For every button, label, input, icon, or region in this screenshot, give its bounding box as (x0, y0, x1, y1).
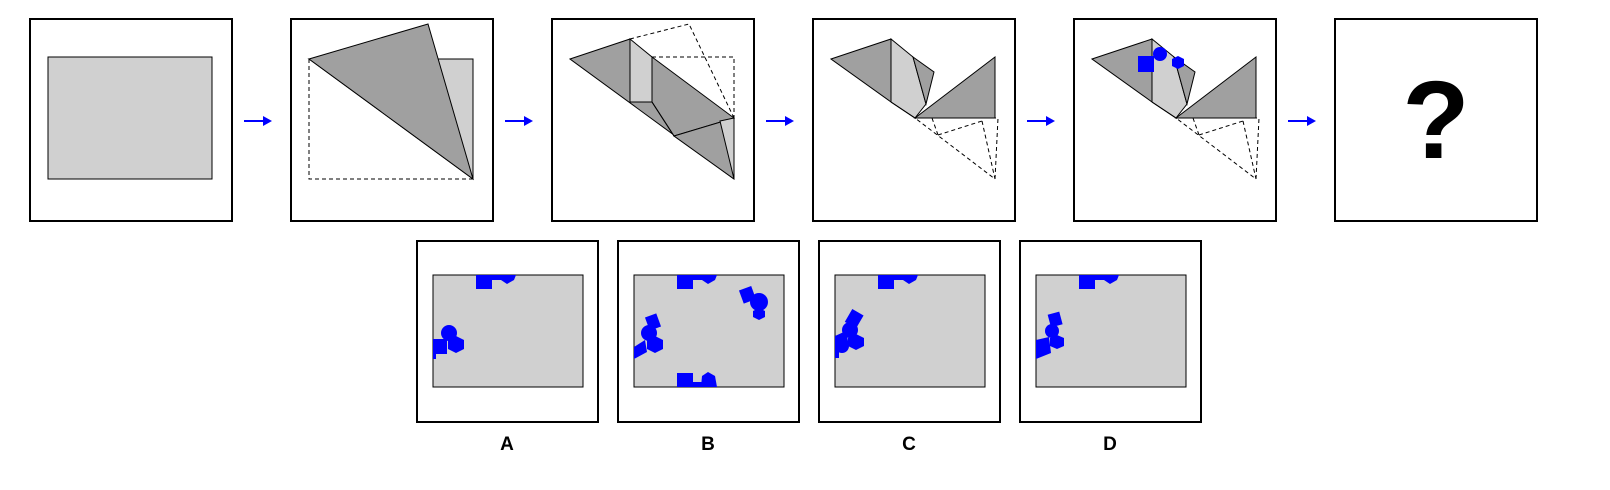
folded-flap (307, 23, 474, 181)
punched-holes (433, 275, 516, 359)
option-d-unfolded-diagram (1035, 274, 1187, 388)
arrow-icon (505, 116, 533, 126)
option-a-panel[interactable] (416, 240, 599, 423)
folded-layer (719, 117, 735, 180)
fold-outline-dashed (652, 56, 735, 118)
paper-sheet (47, 56, 213, 180)
option-b-panel[interactable] (617, 240, 800, 423)
fold-outline-dashed (308, 59, 473, 180)
step-5-punch-diagram (1090, 37, 1260, 180)
paper-sheet (834, 274, 986, 388)
hexagon-hole (1172, 56, 1184, 69)
step-4-panel (812, 18, 1016, 222)
question-panel: ? (1334, 18, 1538, 222)
option-label-d: D (1103, 434, 1117, 455)
option-d-panel[interactable] (1019, 240, 1202, 423)
folded-layer (1173, 55, 1196, 106)
arrow-icon (766, 116, 794, 126)
step-5-panel (1073, 18, 1277, 222)
step-4-fold-diagram (829, 37, 999, 180)
option-b-unfolded-diagram (633, 274, 785, 388)
option-a-unfolded-diagram (432, 274, 584, 388)
punched-holes (634, 275, 768, 387)
folded-layer (913, 55, 996, 119)
step-1-paper-diagram (47, 56, 213, 180)
folded-layer (912, 55, 935, 106)
arrow-icon (244, 116, 272, 126)
folded-region-outline-dashed (913, 117, 999, 180)
punched-holes (1138, 47, 1184, 72)
option-c-unfolded-diagram (834, 274, 986, 388)
punched-holes (835, 275, 918, 358)
punched-holes (1036, 275, 1119, 359)
folded-layer (890, 37, 927, 119)
paper-sheet (432, 274, 584, 388)
folded-layer (1174, 55, 1257, 119)
square-hole (1138, 56, 1154, 72)
option-c-panel[interactable] (818, 240, 1001, 423)
arrow-icon (1288, 116, 1316, 126)
arrow-icon (1027, 116, 1055, 126)
step-2-fold-diagram (307, 23, 474, 181)
question-mark: ? (1402, 58, 1470, 182)
paper-sheet (1035, 274, 1187, 388)
step-1-panel (29, 18, 233, 222)
step-3-panel (551, 18, 755, 222)
folded-layer (629, 37, 653, 103)
circle-hole (1153, 47, 1167, 61)
option-label-c: C (902, 434, 916, 455)
step-3-fold-diagram (568, 23, 736, 180)
option-label-a: A (500, 434, 514, 455)
folded-region-outline-dashed (1174, 117, 1260, 180)
option-label-b: B (701, 434, 715, 455)
step-2-panel (290, 18, 494, 222)
